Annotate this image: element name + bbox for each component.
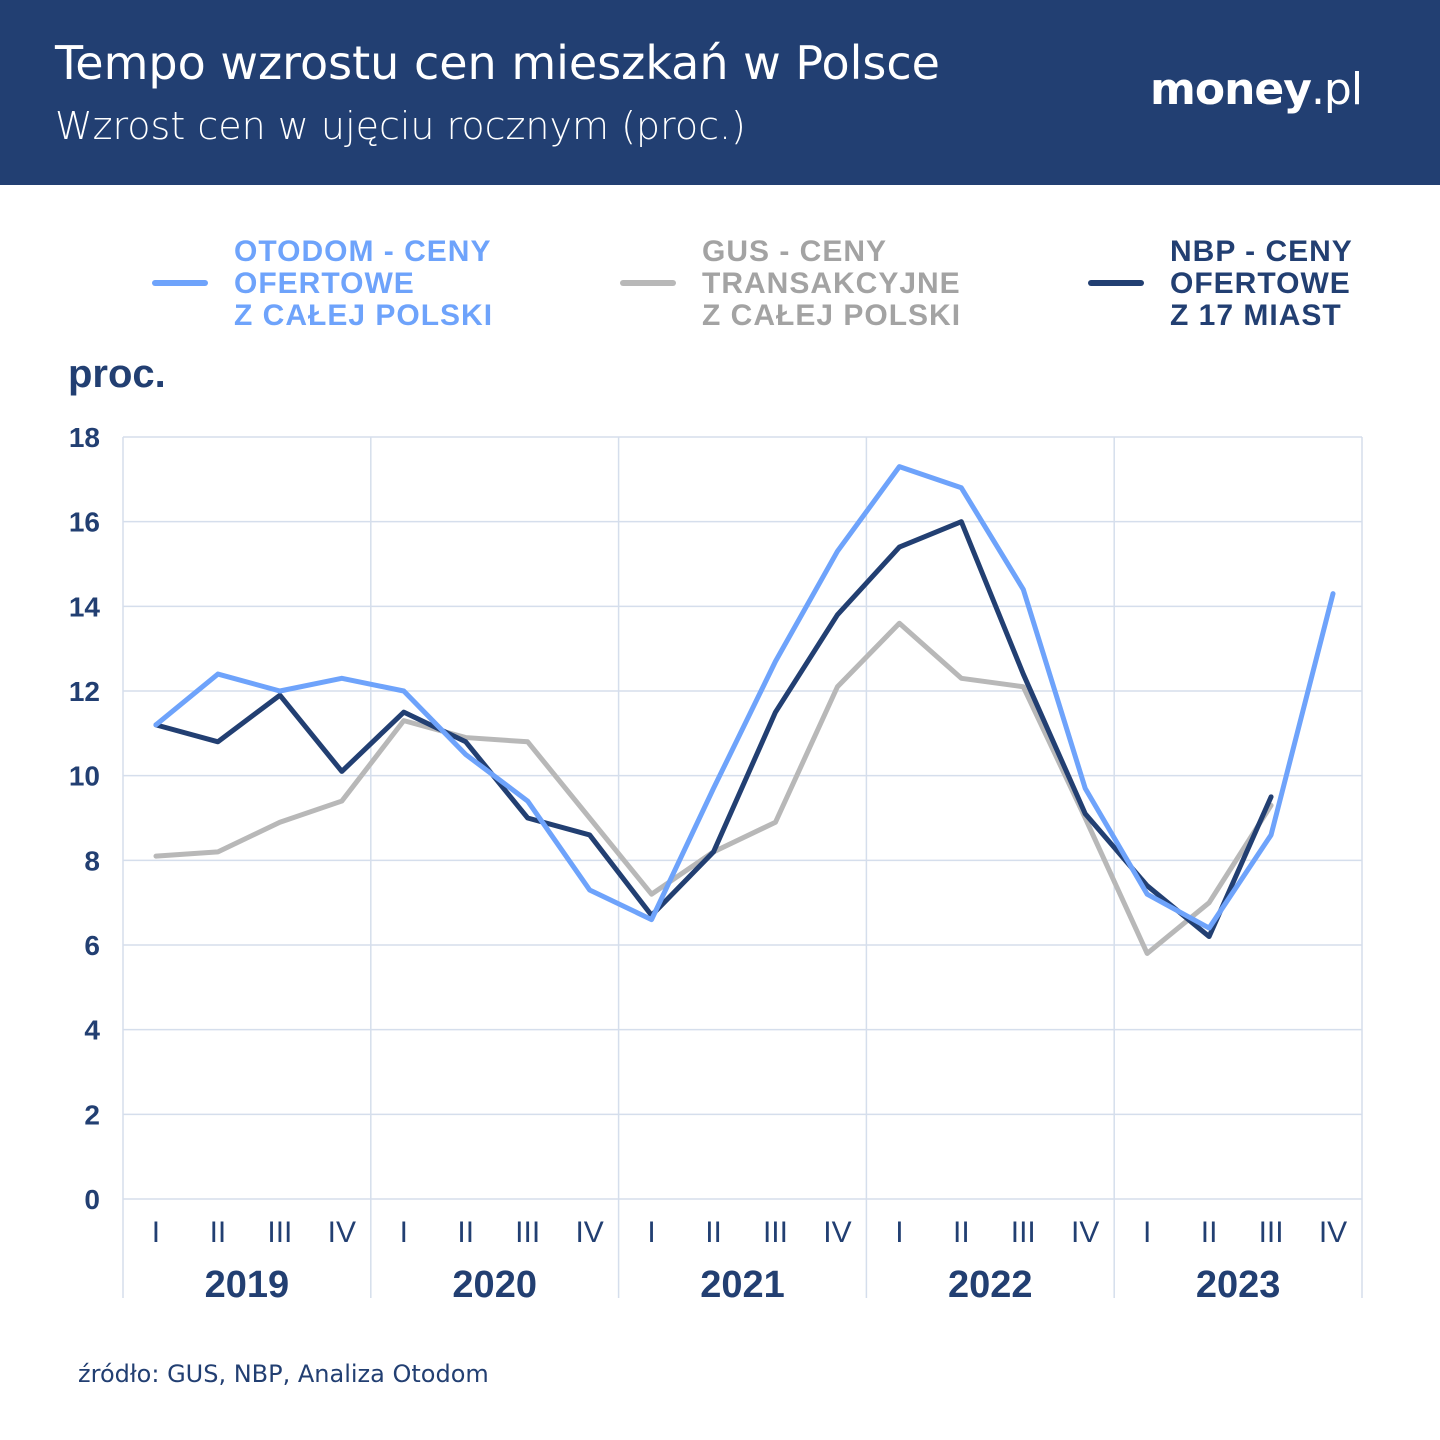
x-tick-year: 2020 xyxy=(452,1264,537,1306)
x-tick-year: 2023 xyxy=(1196,1264,1281,1306)
x-tick-quarter: III xyxy=(267,1216,292,1249)
x-tick-quarter: I xyxy=(1143,1216,1151,1249)
x-tick-quarter: III xyxy=(1011,1216,1036,1249)
x-tick-quarter: III xyxy=(1259,1216,1284,1249)
legend-item-otodom: OTODOM - CENY OFERTOWE Z CAŁEJ POLSKI xyxy=(152,235,494,332)
x-tick-quarter: II xyxy=(210,1216,227,1249)
y-tick-label: 12 xyxy=(69,676,100,707)
x-tick-quarter: II xyxy=(1201,1216,1218,1249)
y-tick-label: 8 xyxy=(84,845,100,876)
legend-label: GUS - CENY TRANSAKCYJNE Z CAŁEJ POLSKI xyxy=(702,235,962,332)
x-tick-quarter: II xyxy=(705,1216,722,1249)
source-note: źródło: GUS, NBP, Analiza Otodom xyxy=(78,1360,489,1388)
x-tick-quarter: IV xyxy=(575,1216,603,1249)
x-tick-quarter: II xyxy=(457,1216,474,1249)
x-tick-quarter: III xyxy=(763,1216,788,1249)
y-tick-label: 6 xyxy=(84,930,100,961)
x-tick-quarter: I xyxy=(400,1216,408,1249)
legend-label: OTODOM - CENY OFERTOWE Z CAŁEJ POLSKI xyxy=(234,235,494,332)
y-tick-label: 18 xyxy=(69,422,100,453)
legend-swatch xyxy=(1088,280,1144,286)
legend-swatch xyxy=(620,280,676,286)
x-tick-quarter: IV xyxy=(328,1216,356,1249)
legend-item-gus: GUS - CENY TRANSAKCYJNE Z CAŁEJ POLSKI xyxy=(620,235,962,332)
y-tick-label: 4 xyxy=(84,1015,100,1046)
chart-subtitle: Wzrost cen w ujęciu rocznym (proc.) xyxy=(55,104,746,148)
y-tick-label: 2 xyxy=(84,1099,100,1130)
y-axis-label: proc. xyxy=(68,352,166,396)
x-tick-quarter: I xyxy=(647,1216,655,1249)
legend-label: NBP - CENY OFERTOWE Z 17 MIAST xyxy=(1170,235,1353,332)
legend-swatch xyxy=(152,280,208,286)
y-tick-label: 14 xyxy=(69,591,101,622)
series-line-nbp xyxy=(153,519,1274,940)
header-banner: Tempo wzrostu cen mieszkań w Polsce Wzro… xyxy=(0,0,1440,185)
chart-title: Tempo wzrostu cen mieszkań w Polsce xyxy=(55,36,940,90)
x-tick-year: 2019 xyxy=(205,1264,290,1306)
money-pl-logo: money.pl xyxy=(1150,64,1363,115)
x-tick-quarter: I xyxy=(895,1216,903,1249)
x-tick-quarter: IV xyxy=(823,1216,851,1249)
x-tick-quarter: IV xyxy=(1071,1216,1099,1249)
y-tick-label: 10 xyxy=(69,761,100,792)
x-tick-quarter: II xyxy=(953,1216,970,1249)
x-tick-quarter: III xyxy=(515,1216,540,1249)
x-tick-quarter: IV xyxy=(1319,1216,1347,1249)
series-line-otodom xyxy=(153,464,1336,931)
legend-item-nbp: NBP - CENY OFERTOWE Z 17 MIAST xyxy=(1088,235,1353,332)
x-tick-year: 2022 xyxy=(948,1264,1033,1306)
x-tick-year: 2021 xyxy=(700,1264,785,1306)
x-tick-quarter: I xyxy=(152,1216,160,1249)
y-tick-label: 0 xyxy=(84,1184,100,1215)
y-tick-label: 16 xyxy=(69,507,100,538)
